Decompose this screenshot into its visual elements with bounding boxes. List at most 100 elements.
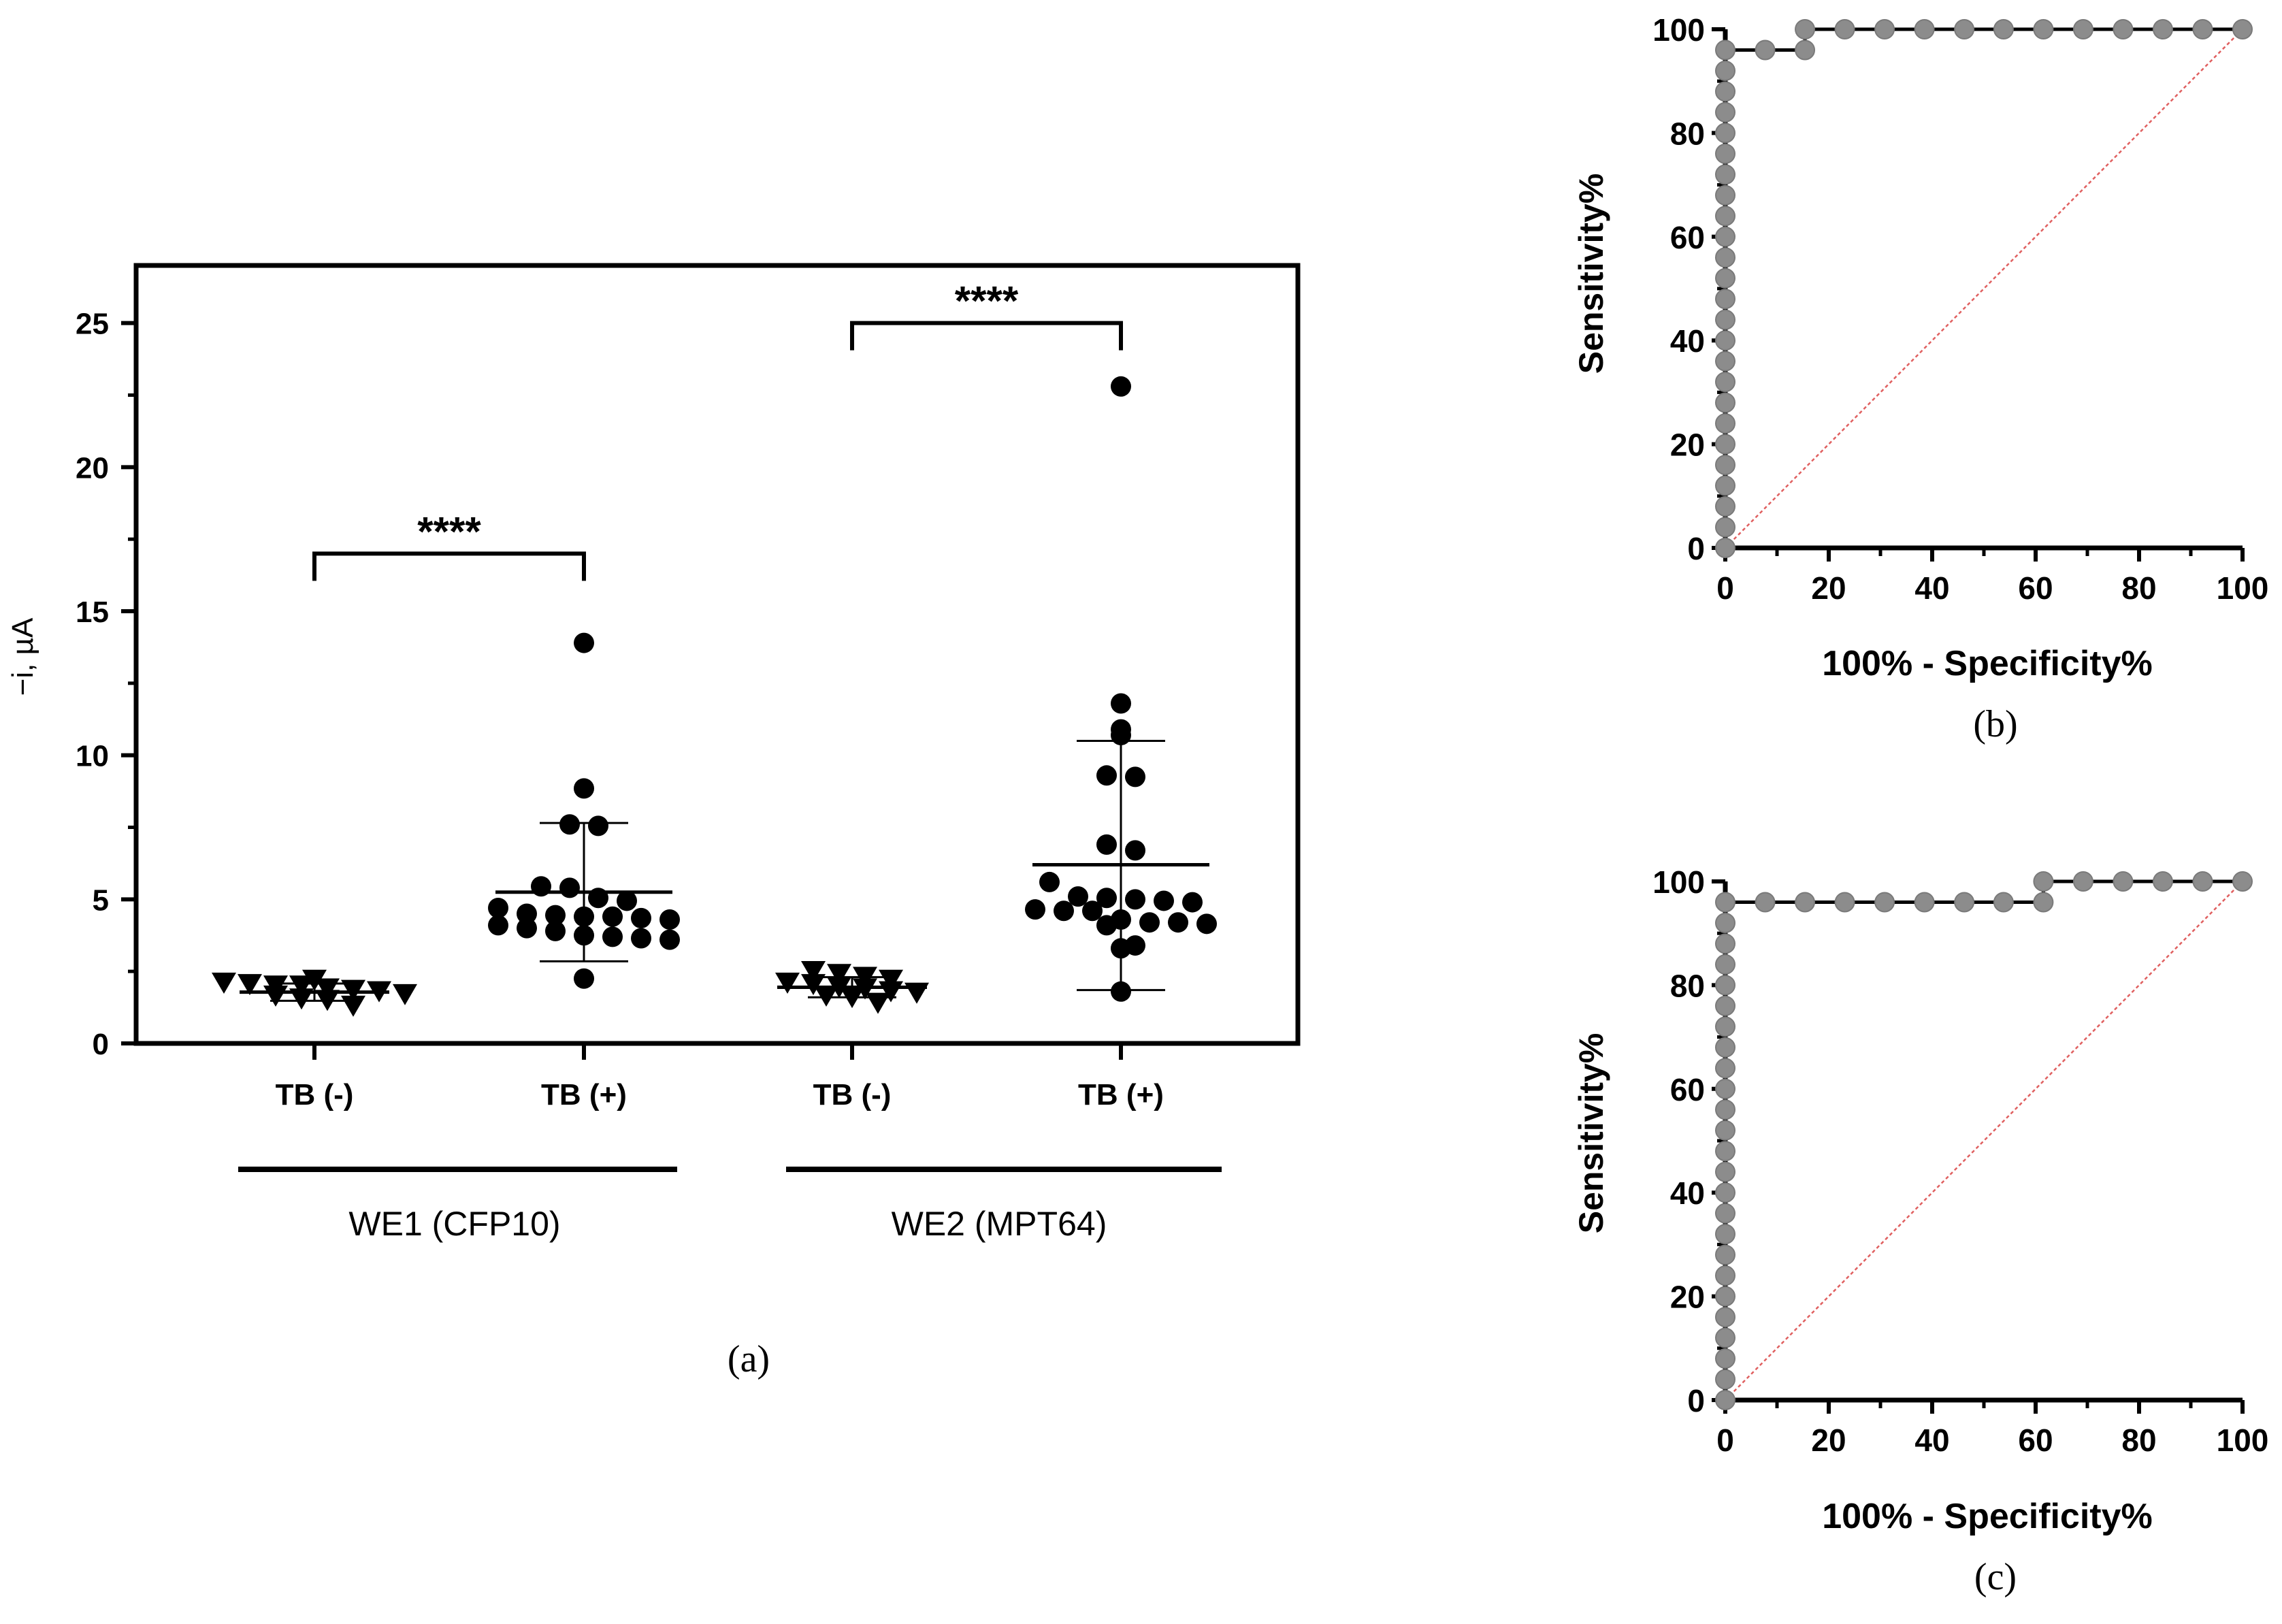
panel-c-roc-point	[1993, 892, 2014, 913]
panel-a-data-point	[617, 890, 637, 911]
panel-c-roc-point	[1715, 1161, 1735, 1182]
panel-c-x-tick-label: 40	[1914, 1423, 1949, 1458]
panel-b-roc-point	[1715, 455, 1735, 476]
panel-c-roc-point	[1914, 892, 1935, 913]
panel-a-data-point	[631, 928, 651, 949]
panel-b-roc-point	[1715, 81, 1735, 102]
panel-a-data-point	[1111, 376, 1131, 397]
panel-a-data-point	[1196, 913, 1217, 935]
panel-c-roc-point	[1715, 1224, 1735, 1245]
panel-b-roc-point	[1874, 19, 1895, 39]
panel-a-data-point	[1111, 693, 1131, 714]
panel-c-x-tick-label: 80	[2121, 1423, 2156, 1458]
panel-a-data-point	[559, 877, 580, 898]
panel-c-x-tick-label: 20	[1811, 1423, 1846, 1458]
panel-a-data-point	[659, 909, 680, 930]
panel-a-x-tick-label: TB (+)	[1078, 1078, 1164, 1111]
panel-b-reference-line	[1725, 29, 2243, 549]
panel-b-roc-point	[1715, 143, 1735, 164]
panel-b-roc-curve: Sensitivity% 100% - Specificity% (b) 0 20…	[1572, 12, 2268, 745]
panel-a-data-point	[602, 906, 623, 927]
panel-a-significance-bracket	[850, 321, 1123, 351]
panel-c-x-axis-label: 100% - Specificity%	[1822, 1497, 2153, 1536]
panel-c-roc-point	[1715, 995, 1735, 1016]
panel-b-caption: (b)	[1973, 703, 2017, 745]
panel-c-roc-point	[1795, 892, 1816, 913]
panel-b-roc-point	[1715, 184, 1735, 206]
panel-b-x-tick-label: 80	[2121, 570, 2156, 606]
panel-a-data-point	[1154, 890, 1174, 911]
panel-c-reference-line	[1725, 881, 2243, 1401]
panel-a-data-point	[1168, 912, 1188, 933]
panel-a-y-tick-label: 20	[76, 451, 109, 485]
panel-a-x-tick-label: TB (+)	[541, 1078, 627, 1111]
panel-a-data-point	[545, 920, 566, 941]
panel-b-roc-point	[1715, 517, 1735, 538]
panel-c-roc-point	[2192, 871, 2213, 892]
panel-c-y-axis-label: Sensitivity%	[1572, 1033, 1610, 1234]
panel-b-roc-point	[1715, 392, 1735, 413]
panel-a-data-point	[602, 926, 623, 947]
panel-c-roc-point	[1715, 1016, 1735, 1037]
panel-a-data-point	[827, 964, 851, 986]
panel-b-roc-point	[1715, 39, 1735, 61]
panel-a-data-point	[1096, 888, 1117, 909]
panel-b-x-tick-label: 100	[2217, 570, 2269, 606]
panel-a-group-label-we1: WE1 (CFP10)	[348, 1205, 560, 1243]
panel-a-scatter-plot: −i, µA WE1 (CFP10) WE2 (MPT64) (a) 0 5 10 1…	[6, 263, 1301, 1380]
panel-a-data-point	[341, 995, 365, 1017]
panel-c-roc-point	[1715, 1037, 1735, 1058]
panel-c-y-tick-label: 80	[1670, 968, 1705, 1003]
panel-c-roc-point	[1715, 1120, 1735, 1141]
panel-a-y-tick-label: 0	[93, 1028, 109, 1061]
panel-b-roc-point	[1715, 309, 1735, 330]
panel-a-significance-label: ****	[955, 278, 1019, 324]
panel-a-data-point	[1039, 871, 1060, 892]
panel-a-data-point	[659, 929, 680, 950]
panel-b-roc-point	[1715, 538, 1735, 558]
panel-b-roc-point	[1715, 496, 1735, 517]
panel-c-roc-point	[1715, 1369, 1735, 1390]
panel-b-y-tick-label: 100	[1652, 12, 1705, 48]
panel-c-roc-point	[1715, 1141, 1735, 1162]
panel-a-data-point	[814, 986, 838, 1007]
panel-c-y-tick-label: 0	[1687, 1383, 1705, 1418]
panel-b-roc-point	[1715, 60, 1735, 81]
panel-a-data-point	[1125, 840, 1145, 861]
panel-a-data-point	[801, 974, 826, 996]
panel-b-y-tick-label: 40	[1670, 323, 1705, 359]
panel-a-data-point	[1096, 765, 1117, 786]
panel-a-data-point	[545, 905, 566, 926]
panel-b-roc-point	[1715, 413, 1735, 434]
panel-b-roc-point	[1715, 475, 1735, 496]
panel-c-roc-point	[1715, 933, 1735, 954]
panel-b-roc-point	[1993, 19, 2014, 39]
panel-c-roc-point	[1715, 1099, 1735, 1120]
panel-c-y-tick-label: 20	[1670, 1280, 1705, 1315]
panel-c-roc-point	[2232, 871, 2253, 892]
panel-b-roc-point	[1795, 39, 1816, 61]
panel-c-roc-point	[1715, 1244, 1735, 1265]
panel-a-y-axis-label: −i, µA	[6, 617, 39, 696]
panel-c-roc-point	[1874, 892, 1895, 913]
panel-b-roc-point	[1715, 267, 1735, 289]
panel-b-roc-point	[1715, 206, 1735, 227]
panel-a-data-point	[801, 961, 826, 983]
panel-a-data-point	[488, 915, 508, 936]
panel-c-roc-point	[1715, 1182, 1735, 1203]
panel-a-data-point	[263, 986, 288, 1007]
panel-a-data-point	[1096, 834, 1117, 855]
panel-a-data-point	[238, 974, 262, 996]
panel-a-x-tick-label: TB (-)	[813, 1078, 892, 1111]
panel-b-y-tick-label: 80	[1670, 116, 1705, 151]
panel-a-data-point	[1139, 912, 1160, 933]
panel-c-roc-point	[2072, 871, 2093, 892]
panel-a-data-point	[631, 907, 651, 928]
panel-a-data-point	[574, 632, 594, 653]
panel-a-caption: (a)	[728, 1338, 770, 1380]
panel-c-roc-point	[1715, 1203, 1735, 1224]
panel-a-data-point	[517, 903, 537, 924]
panel-c-roc-point	[1715, 1286, 1735, 1307]
panel-c-roc-curve: Sensitivity% 100% - Specificity% (c) 0 20…	[1572, 864, 2268, 1598]
